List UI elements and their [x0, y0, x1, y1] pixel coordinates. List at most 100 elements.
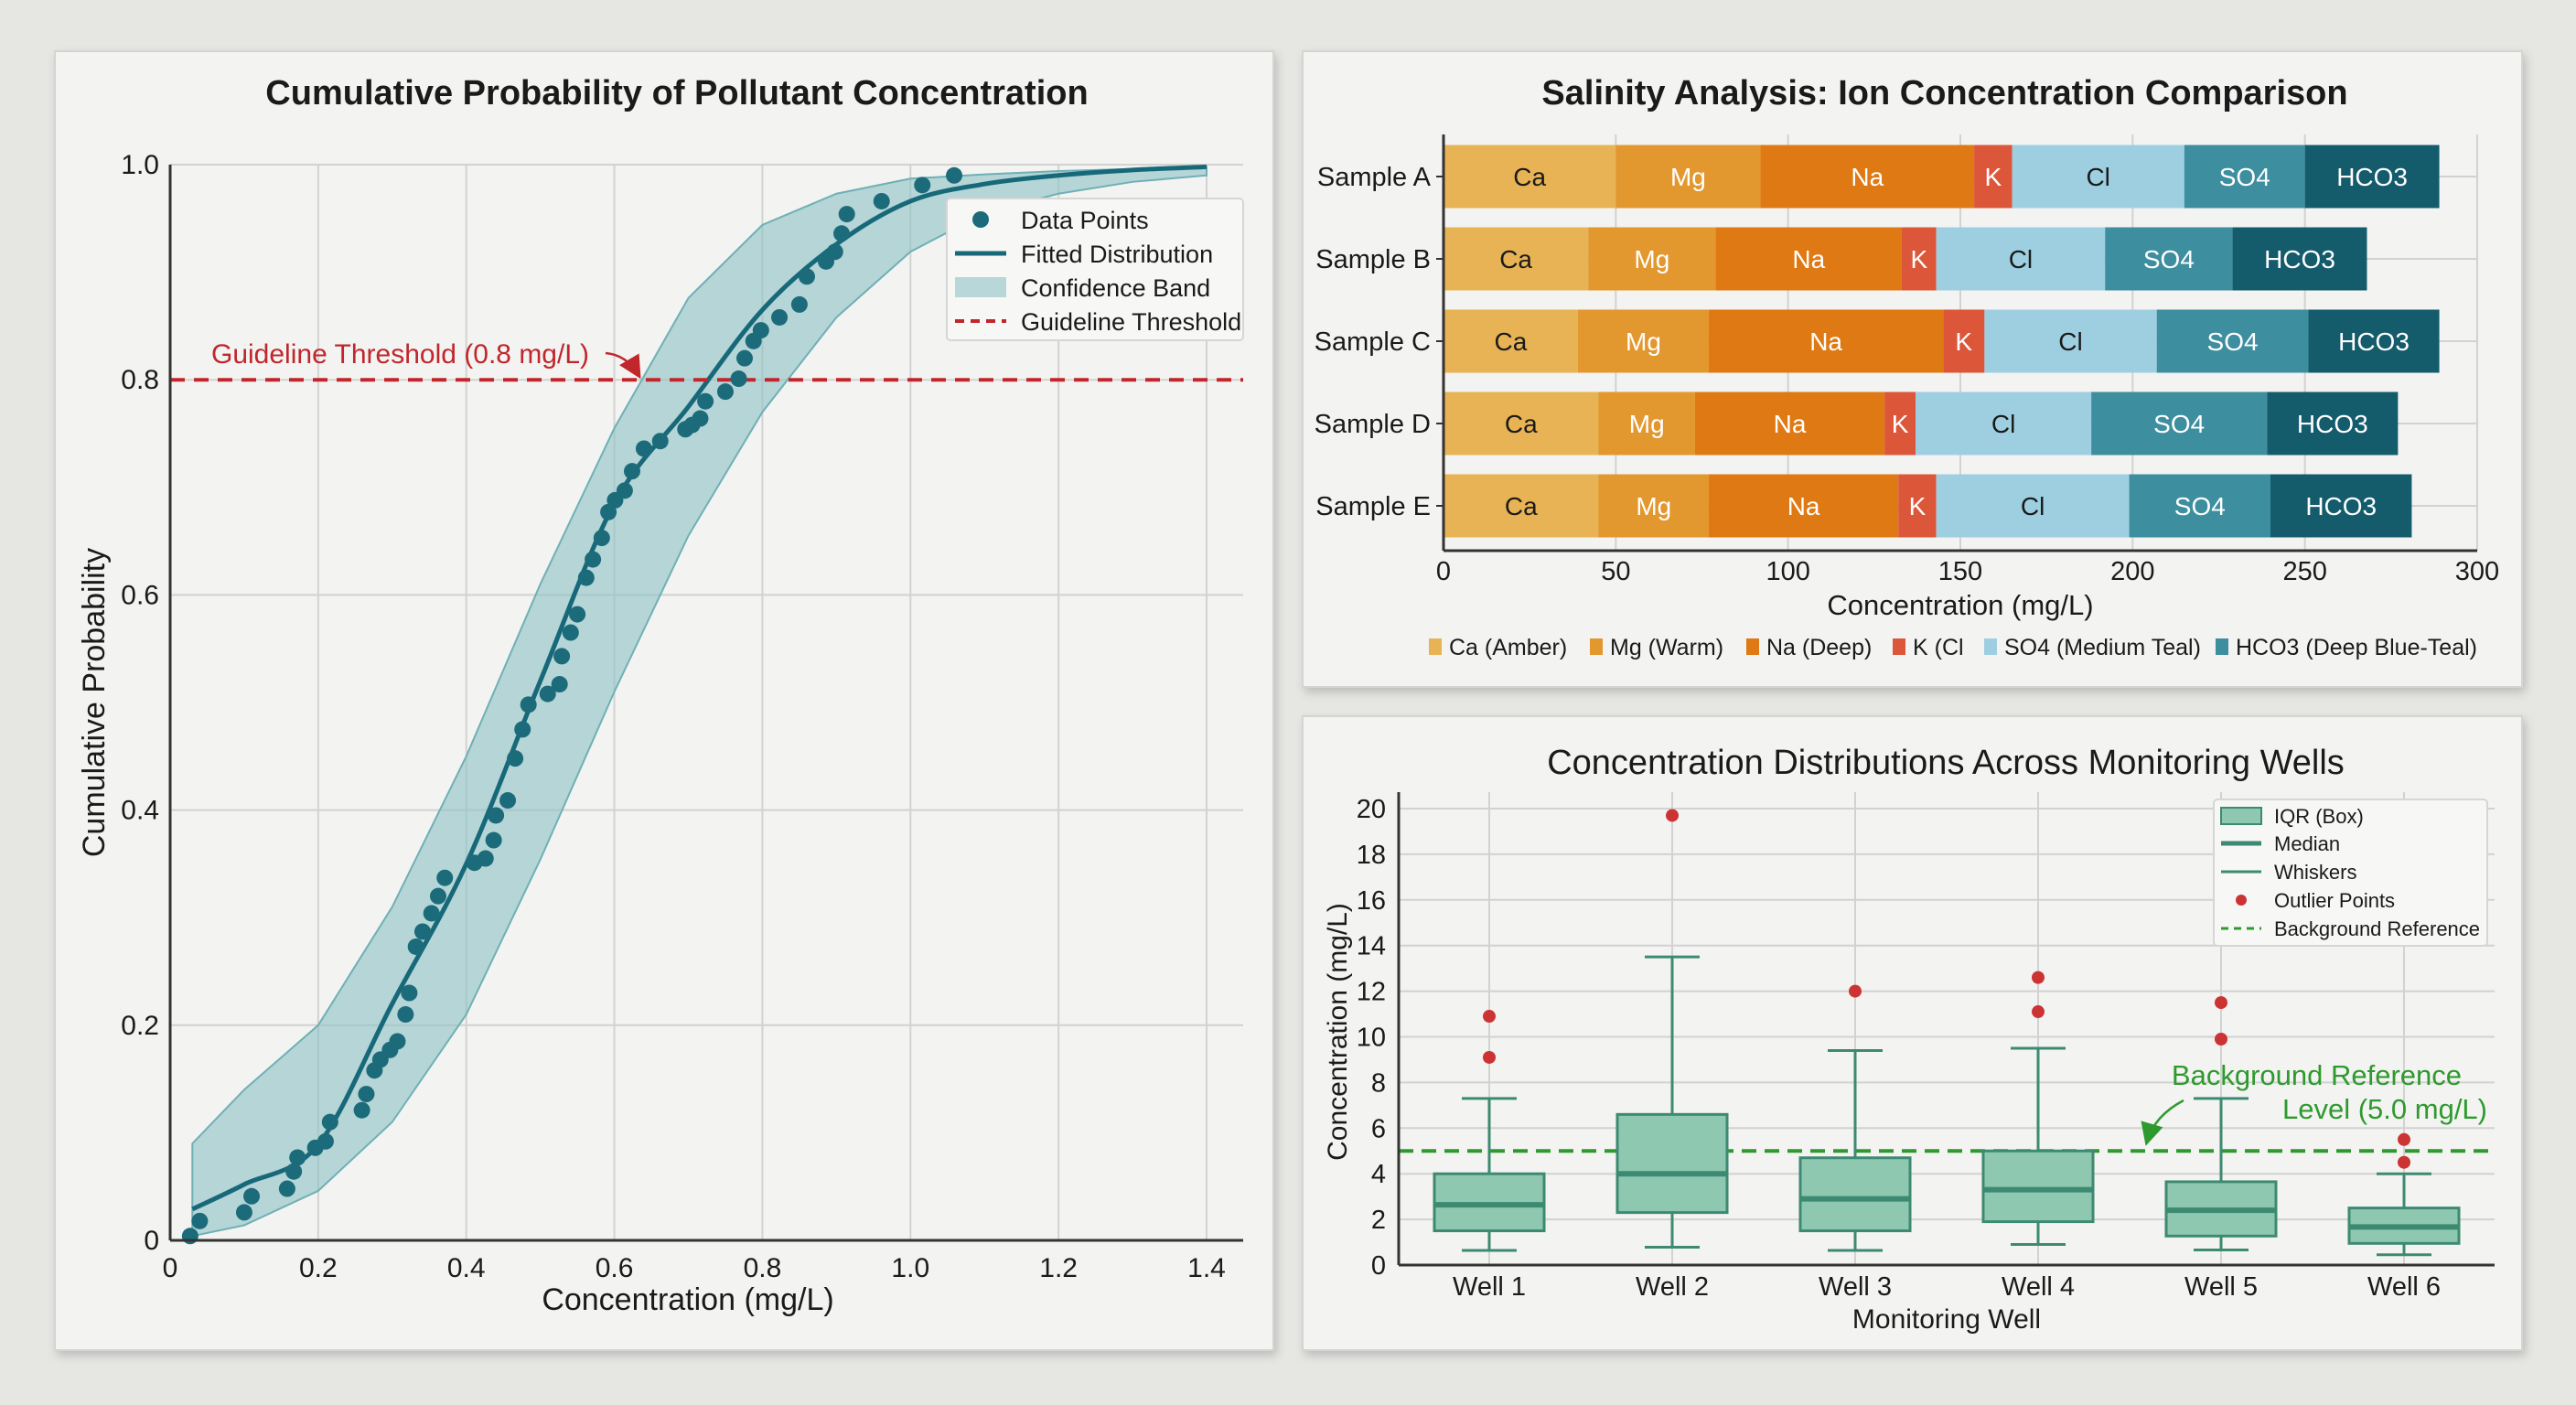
wells-ylabel: Concentration (mg/L) — [1323, 903, 1353, 1161]
bar-segment-cl — [1984, 309, 2157, 373]
x-tick-label: 100 — [1766, 557, 1809, 586]
outlier-point — [2215, 1032, 2227, 1046]
y-tick-label: 4 — [1371, 1160, 1386, 1189]
segment-label: Cl — [2086, 163, 2109, 191]
y-tick-label: 1.0 — [121, 150, 159, 180]
segment-label: Na — [1809, 327, 1842, 356]
y-tick-label: 0 — [144, 1226, 159, 1256]
segment-label: K — [1909, 492, 1927, 520]
segment-label: Cl — [2021, 492, 2045, 520]
segment-label: Mg — [1634, 245, 1669, 273]
salinity-title: Salinity Analysis: Ion Concentration Com… — [1541, 74, 2347, 113]
legend-swatch — [1429, 638, 1442, 655]
data-point — [838, 206, 855, 223]
x-tick-label: 1.4 — [1187, 1253, 1226, 1283]
x-tick-label: 250 — [2282, 557, 2326, 586]
data-point — [235, 1204, 252, 1221]
segment-label: Na — [1774, 410, 1807, 438]
x-tick-label: Well 6 — [2367, 1272, 2441, 1302]
data-point — [317, 1132, 334, 1150]
data-point — [562, 624, 579, 641]
segment-label: Ca — [1505, 410, 1538, 438]
segment-label: K — [1955, 327, 1972, 356]
data-point — [798, 268, 815, 285]
data-point — [407, 938, 424, 955]
legend-label: IQR (Box) — [2274, 805, 2364, 828]
x-tick-label: 0.2 — [299, 1253, 338, 1283]
segment-label: Ca — [1505, 492, 1538, 520]
legend-label: Na (Deep) — [1766, 635, 1872, 660]
legend-swatch — [1893, 638, 1905, 655]
y-tick-label: 18 — [1357, 841, 1386, 870]
data-point — [697, 392, 714, 410]
bar-segment-mg — [1615, 145, 1761, 209]
y-tick-label: 0.6 — [121, 580, 159, 610]
bar-segment-ca — [1444, 474, 1599, 538]
data-point — [191, 1212, 209, 1229]
segment-label: HCO3 — [2338, 327, 2410, 356]
category-label: Sample B — [1315, 245, 1431, 274]
data-point — [278, 1180, 295, 1197]
threshold-annotation: Guideline Threshold (0.8 mg/L) — [211, 339, 589, 370]
segment-label: Ca — [1513, 163, 1546, 191]
data-point — [623, 463, 640, 480]
legend-swatch — [1590, 638, 1603, 655]
iqr-box — [1798, 1156, 1912, 1233]
bar-segment-mg — [1588, 227, 1716, 291]
bar-segment-so4 — [2156, 309, 2309, 373]
segment-label: SO4 — [2174, 492, 2226, 520]
bar-segment-ca — [1444, 227, 1589, 291]
data-point — [358, 1086, 375, 1103]
bar-segment-k — [1901, 227, 1937, 291]
data-point — [243, 1187, 261, 1205]
cdf-title: Cumulative Probability of Pollutant Conc… — [265, 74, 1088, 113]
x-tick-label: 300 — [2455, 557, 2499, 586]
y-tick-label: 20 — [1357, 795, 1386, 824]
outlier-point — [1666, 809, 1679, 822]
bar-segment-hco3 — [2270, 474, 2412, 538]
confidence-band — [191, 166, 1208, 1238]
y-tick-label: 2 — [1371, 1206, 1386, 1235]
data-point — [551, 676, 568, 693]
cdf-ylabel: Cumulative Probability — [77, 548, 112, 857]
legend-swatch-points — [972, 211, 989, 228]
data-point — [946, 166, 963, 184]
bar-segment-ca — [1444, 391, 1599, 456]
category-label: Sample A — [1317, 163, 1432, 192]
data-point — [577, 569, 595, 586]
legend-box — [2213, 799, 2488, 947]
bar-segment-k — [1974, 145, 2012, 209]
legend-label: Whiskers — [2274, 861, 2356, 884]
segment-label: SO4 — [2219, 163, 2270, 191]
legend-label: Confidence Band — [1021, 274, 1210, 302]
outlier-point — [2398, 1132, 2410, 1146]
reference-annotation-line1: Background Reference — [2172, 1059, 2462, 1091]
box-2 — [1615, 809, 1729, 1249]
x-tick-label: 0.8 — [744, 1253, 782, 1283]
box-3 — [1798, 984, 1912, 1252]
outlier-point — [2032, 1005, 2045, 1019]
y-tick-label: 12 — [1357, 978, 1386, 1007]
bar-segment-cl — [2012, 145, 2184, 209]
x-tick-label: 50 — [1601, 557, 1630, 586]
segment-label: K — [1984, 163, 2002, 191]
bar-segment-na — [1715, 227, 1902, 291]
y-tick-label: 8 — [1371, 1068, 1386, 1098]
bar-segment-cl — [1916, 391, 2092, 456]
threshold-arrow — [605, 351, 641, 380]
legend-label: Median — [2274, 832, 2340, 855]
y-tick-label: 6 — [1371, 1114, 1386, 1143]
bar-segment-hco3 — [2232, 227, 2367, 291]
bar-segment-mg — [1598, 474, 1710, 538]
outlier-point — [2032, 971, 2045, 984]
segment-label: Ca — [1499, 245, 1532, 273]
wells-legend: IQR (Box) Median Whiskers Outlier Points Bac… — [2213, 799, 2488, 947]
data-point — [181, 1228, 199, 1245]
bar-segment-na — [1709, 474, 1899, 538]
segment-label: Na — [1787, 492, 1820, 520]
data-point — [353, 1101, 370, 1119]
bar-segment-mg — [1577, 309, 1710, 373]
legend-label: K (Cl — [1913, 635, 1964, 660]
x-tick-label: 1.2 — [1039, 1253, 1078, 1283]
box-1 — [1433, 1010, 1546, 1252]
